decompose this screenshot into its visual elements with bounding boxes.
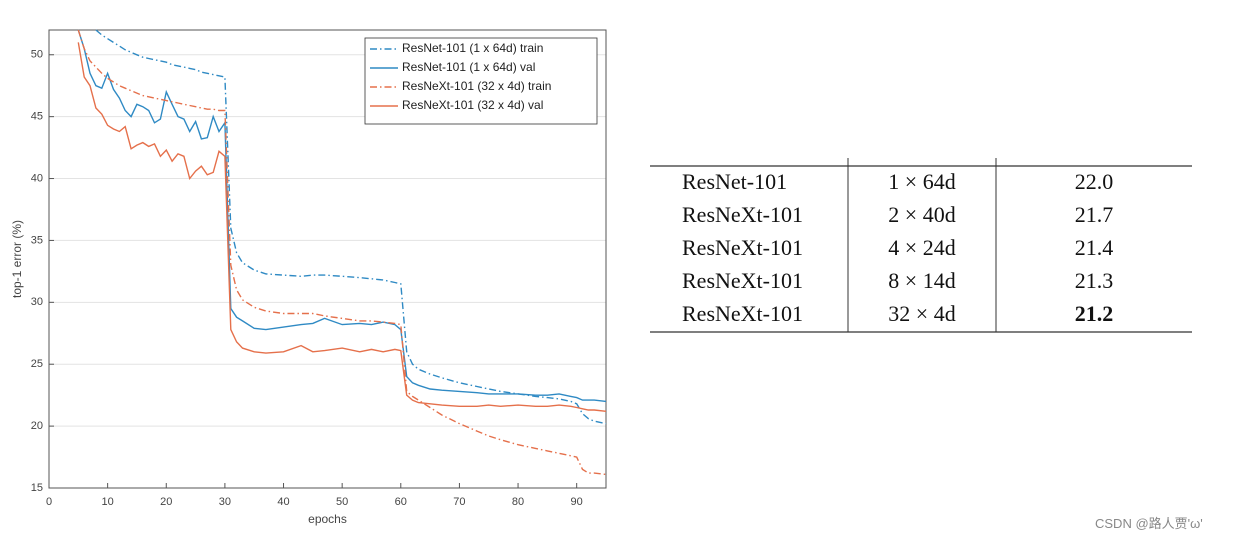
table-cell: ResNeXt-101 — [682, 202, 803, 227]
x-tick-label: 10 — [102, 496, 114, 508]
table-cell: ResNet-101 — [682, 169, 787, 194]
series-line — [77, 42, 607, 412]
x-tick-label: 60 — [395, 496, 407, 508]
table-cell: 22.0 — [1075, 169, 1114, 194]
table-cell: 21.4 — [1075, 235, 1114, 260]
legend-label: ResNet-101 (1 x 64d) train — [402, 41, 543, 55]
legend-label: ResNeXt-101 (32 x 4d) val — [402, 98, 543, 112]
legend-box — [364, 37, 598, 125]
x-tick-label: 90 — [571, 496, 583, 508]
series-line — [95, 29, 607, 425]
x-tick-label: 20 — [160, 496, 172, 508]
legend-label: ResNeXt-101 (32 x 4d) train — [402, 79, 551, 93]
y-tick-label: 25 — [31, 358, 43, 370]
plot-frame — [48, 29, 607, 489]
x-tick-label: 80 — [512, 496, 524, 508]
y-tick-label: 20 — [31, 420, 43, 432]
table-cell: 21.3 — [1075, 268, 1114, 293]
x-tick-label: 50 — [336, 496, 348, 508]
legend-label: ResNet-101 (1 x 64d) val — [402, 60, 535, 74]
table-cell: ResNeXt-101 — [682, 268, 803, 293]
series-line — [77, 29, 607, 476]
table-cell: ResNeXt-101 — [682, 301, 803, 326]
table-cell: 2 × 40d — [888, 202, 955, 227]
table-cell: 8 × 14d — [888, 268, 955, 293]
y-tick-label: 40 — [31, 172, 43, 184]
y-tick-label: 35 — [31, 234, 43, 246]
table-cell: ResNeXt-101 — [682, 235, 803, 260]
x-axis-label: epochs — [308, 512, 347, 526]
table: ResNet-101 1 × 64d 22.0 ResNeXt-101 2 × 40d 2… — [650, 158, 1192, 333]
y-tick-label: 45 — [31, 111, 43, 123]
y-tick-label: 50 — [31, 49, 43, 61]
table-cell: 32 × 4d — [888, 301, 955, 326]
table-cell: 1 × 64d — [888, 169, 955, 194]
table-cell: 21.2 — [1075, 301, 1114, 326]
table-cell: 4 × 24d — [888, 235, 955, 260]
y-axis-label: top-1 error (%) — [10, 220, 24, 298]
x-tick-label: 40 — [277, 496, 289, 508]
watermark: CSDN @路人贾'ω' — [1095, 516, 1203, 531]
table-cell: 21.7 — [1075, 202, 1114, 227]
x-tick-label: 0 — [46, 496, 52, 508]
chart: 15 20 25 30 35 40 45 50 0 10 20 30 40 50 60 70 80 90 epoch… — [10, 29, 607, 526]
series-line — [77, 29, 607, 403]
y-tick-label: 30 — [31, 296, 43, 308]
y-tick-label: 15 — [31, 482, 43, 494]
x-tick-label: 70 — [453, 496, 465, 508]
x-tick-label: 30 — [219, 496, 231, 508]
